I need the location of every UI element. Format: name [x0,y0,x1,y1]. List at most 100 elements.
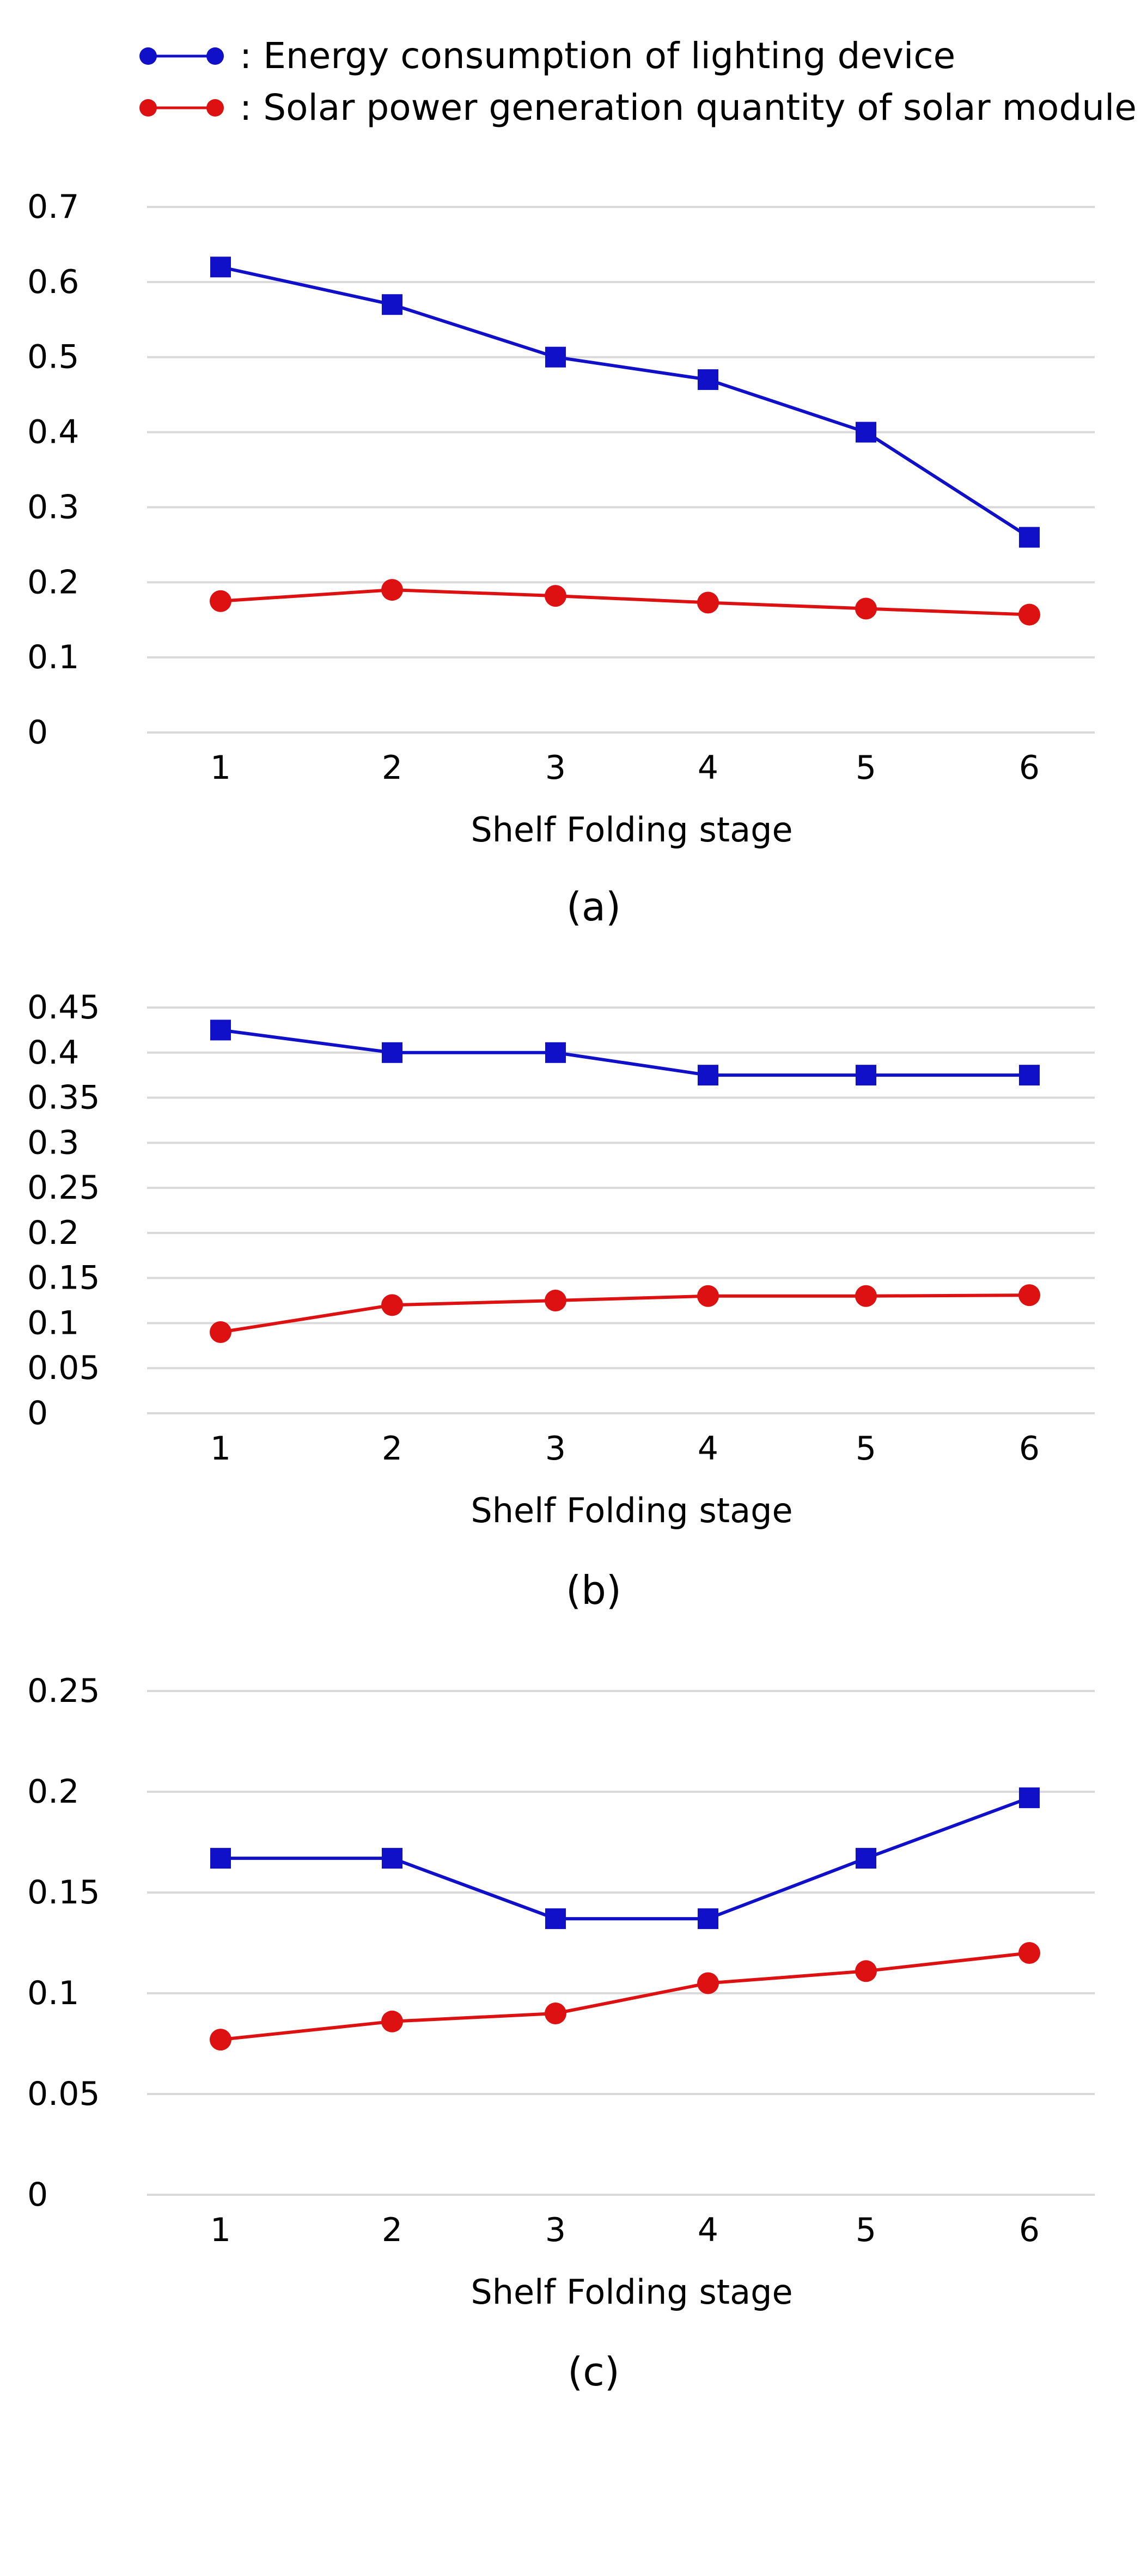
x-tick-label: 4 [698,749,718,787]
y-tick-label: 0.7 [27,188,79,226]
data-point-energy [382,294,402,315]
data-point-energy [545,346,566,368]
y-tick-label: 0.2 [27,1214,79,1252]
data-point-solar [210,1321,231,1343]
data-point-solar [545,1290,566,1312]
data-point-energy [545,1042,566,1063]
x-tick-label: 5 [856,1430,876,1468]
legend-item-energy: : Energy consumption of lighting device [139,35,955,77]
y-tick-label: 0.2 [27,563,79,601]
legend-marker-energy [139,47,157,65]
series-energy-a [210,257,1040,548]
data-point-energy [856,1848,876,1869]
series-line-solar [220,588,1030,616]
series-energy-c [210,1787,1040,1930]
data-point-solar [545,2003,566,2024]
y-tick-label: 0.35 [27,1079,100,1117]
data-point-solar [381,2010,403,2032]
data-point-solar [855,1960,877,1982]
x-tick-label: 2 [382,749,402,787]
series-solar-c [210,1942,1040,2051]
x-tick-labels-c: 1 2 3 4 5 6 [210,2211,1040,2249]
x-axis-title-b: Shelf Folding stage [471,1491,792,1530]
legend-label-solar: : Solar power generation quantity of sol… [240,87,1137,129]
series-line-energy [221,1796,1030,1921]
x-tick-label: 6 [1019,2211,1040,2249]
data-point-solar [1018,1942,1040,1964]
x-tick-label: 5 [856,749,876,787]
caption-c: (c) [568,2349,620,2395]
data-point-energy [698,1908,718,1930]
y-tick-label: 0 [27,1394,48,1432]
x-tick-label: 1 [210,1430,231,1468]
y-tick-label: 0.1 [27,1304,79,1342]
data-point-energy [1019,1065,1040,1086]
series-solar-b [210,1284,1040,1343]
data-point-solar [855,597,877,620]
data-point-energy [856,422,876,443]
x-tick-labels-b: 1 2 3 4 5 6 [210,1430,1040,1468]
x-tick-label: 5 [856,2211,876,2249]
data-point-solar [545,585,566,607]
x-tick-label: 1 [210,749,231,787]
caption-a: (a) [566,884,621,930]
legend-marker-solar [139,99,157,117]
y-tick-label: 0.25 [27,1672,100,1710]
series-energy-b [210,1020,1040,1086]
series-line-energy [220,265,1030,539]
series-line-energy [220,1028,1029,1077]
data-point-energy [210,1020,231,1041]
x-tick-label: 6 [1019,1430,1040,1468]
x-tick-label: 4 [698,2211,718,2249]
y-tick-labels-b: 0 0.05 0.1 0.15 0.2 0.25 0.3 0.35 0.4 0.45 [27,988,100,1432]
y-tick-label: 0.1 [27,1974,79,2012]
x-tick-label: 3 [545,749,566,787]
data-point-energy [856,1065,876,1086]
y-tick-label: 0.4 [27,413,79,451]
chart-a: 0 0.1 0.2 0.3 0.4 0.5 0.6 0.7 1 2 3 4 5 6 Shelf Foldin… [27,188,1095,930]
data-point-solar [1018,603,1040,626]
gridlines-b [147,1006,1095,1414]
y-tick-labels-c: 0 0.05 0.1 0.15 0.2 0.25 [27,1672,100,2214]
y-tick-label: 0.25 [27,1169,100,1207]
y-tick-label: 0 [27,713,48,752]
legend: : Energy consumption of lighting device … [139,35,1137,129]
data-point-energy [1019,527,1040,548]
y-tick-label: 0.2 [27,1773,79,1811]
data-point-solar [697,591,719,614]
y-tick-label: 0.45 [27,988,100,1027]
y-tick-labels-a: 0 0.1 0.2 0.3 0.4 0.5 0.6 0.7 [27,188,79,752]
data-point-energy [210,257,231,278]
data-point-solar [210,590,231,612]
data-point-energy [1019,1787,1040,1809]
data-point-solar [210,2029,231,2051]
caption-b: (b) [566,1567,621,1613]
legend-marker-solar [206,99,224,117]
x-tick-label: 3 [545,2211,566,2249]
chart-b: 0 0.05 0.1 0.15 0.2 0.25 0.3 0.35 0.4 0.45 1 2 3 4 5 6 S… [27,988,1095,1613]
series-solar-a [210,579,1040,626]
data-point-energy [382,1042,402,1063]
chart-c: 0 0.05 0.1 0.15 0.2 0.25 1 2 3 4 5 6 Shelf Folding s… [27,1672,1095,2395]
x-tick-label: 2 [382,2211,402,2249]
x-tick-label: 1 [210,2211,231,2249]
y-tick-label: 0.05 [27,1349,100,1387]
y-tick-label: 0.15 [27,1259,100,1297]
x-tick-label: 4 [698,1430,718,1468]
y-tick-label: 0.05 [27,2075,100,2113]
data-point-solar [381,579,403,601]
x-tick-label: 6 [1019,749,1040,787]
data-point-solar [855,1285,877,1307]
y-tick-label: 0.6 [27,263,79,301]
data-point-energy [698,1065,718,1086]
y-tick-label: 0.4 [27,1034,79,1072]
series-line-solar [220,1951,1030,2042]
y-tick-label: 0.3 [27,1124,79,1162]
legend-label-energy: : Energy consumption of lighting device [240,35,955,77]
data-point-energy [698,369,718,390]
y-tick-label: 0.3 [27,488,79,526]
data-point-solar [697,1285,719,1307]
data-point-solar [697,1972,719,1994]
data-point-solar [1018,1284,1040,1307]
x-tick-label: 2 [382,1430,402,1468]
